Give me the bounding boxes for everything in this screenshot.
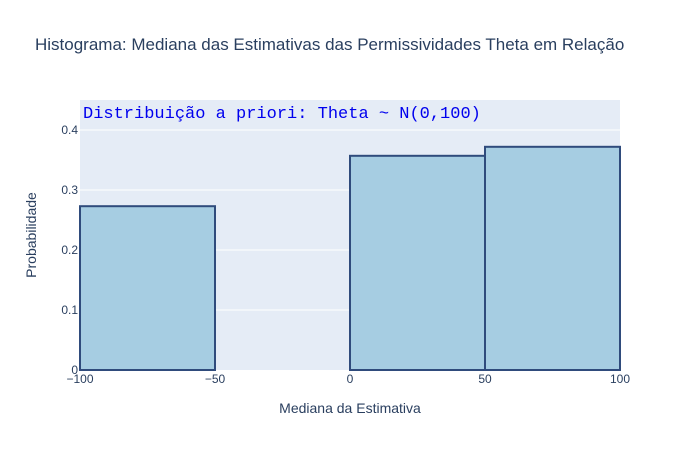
- x-tick-label: −100: [66, 372, 93, 386]
- y-tick-label: 0.3: [61, 183, 78, 197]
- bars: [79, 145, 621, 371]
- x-axis-title: Mediana da Estimativa: [279, 400, 421, 416]
- chart-title: Histograma: Mediana das Estimativas das …: [35, 35, 624, 54]
- x-tick-labels: −100 −50 0 50 100: [66, 372, 630, 386]
- y-tick-label: 0.1: [61, 303, 78, 317]
- annotation-text: Distribuição a priori: Theta ~ N(0,100): [83, 105, 481, 124]
- x-tick-label: 50: [478, 372, 492, 386]
- x-tick-label: 0: [347, 372, 354, 386]
- bar-0: [79, 205, 216, 371]
- x-tick-label: 100: [610, 372, 630, 386]
- y-tick-label: 0: [71, 363, 78, 377]
- y-tick-labels: 0 0.1 0.2 0.3 0.4: [61, 123, 78, 377]
- x-tick-label: −50: [205, 372, 226, 386]
- y-axis-title: Probabilidade: [23, 192, 39, 278]
- bar-2: [349, 154, 486, 371]
- bar-3: [484, 145, 621, 371]
- y-tick-label: 0.2: [61, 243, 78, 257]
- y-tick-label: 0.4: [61, 123, 78, 137]
